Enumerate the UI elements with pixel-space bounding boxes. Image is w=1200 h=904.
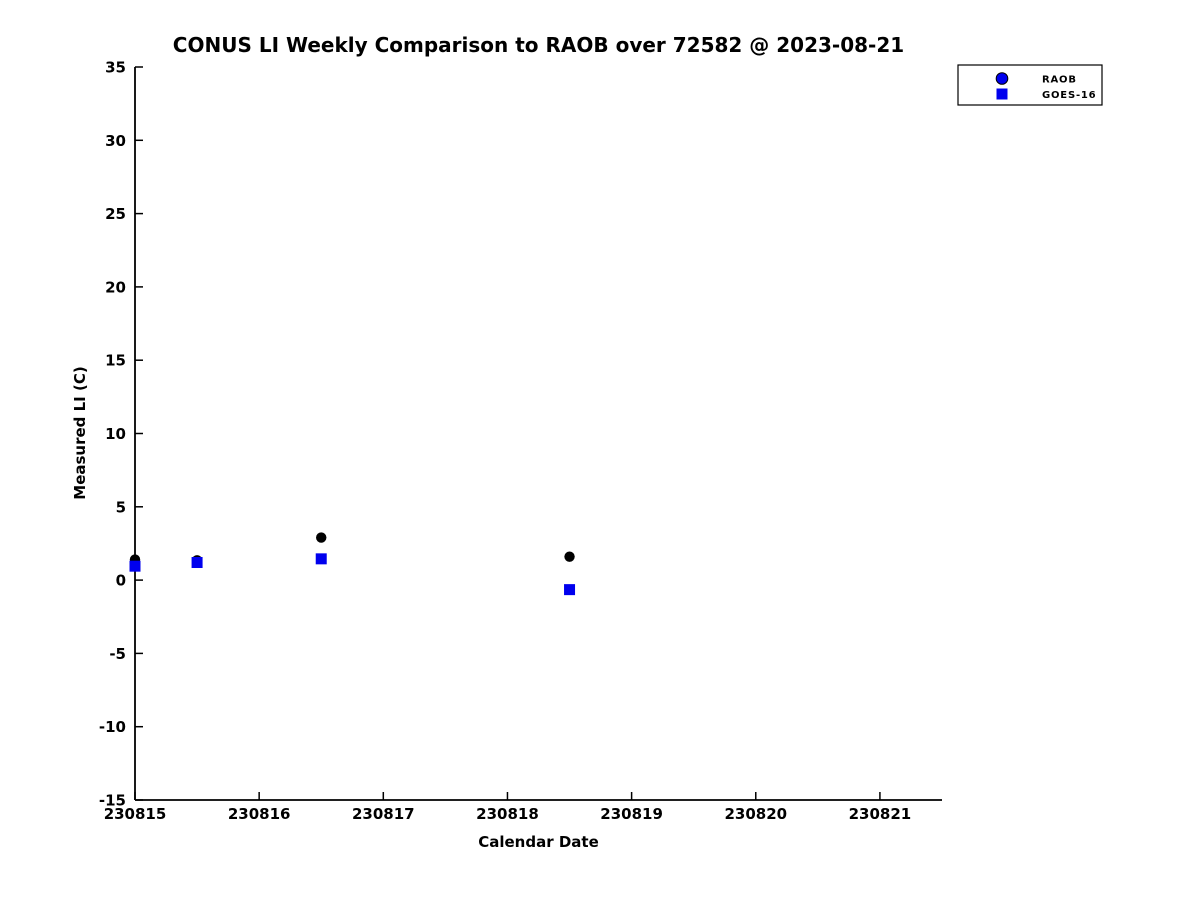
y-tick-label: 20 bbox=[105, 278, 126, 296]
goes-16-data-point bbox=[315, 553, 327, 565]
y-axis-label: Measured LI (C) bbox=[71, 366, 89, 499]
chart-title: CONUS LI Weekly Comparison to RAOB over … bbox=[173, 33, 904, 57]
y-tick-label: -15 bbox=[99, 792, 126, 810]
y-tick-label: 10 bbox=[105, 425, 126, 443]
x-tick-label: 230817 bbox=[352, 805, 415, 823]
x-axis-label: Calendar Date bbox=[478, 833, 599, 851]
goes-16-data-point bbox=[129, 560, 141, 572]
y-tick-label: 25 bbox=[105, 205, 126, 223]
y-tick-label: 35 bbox=[105, 59, 126, 77]
legend-raob-circle-icon bbox=[995, 72, 1009, 85]
legend-box bbox=[957, 64, 1103, 106]
x-tick-label: 230816 bbox=[228, 805, 291, 823]
legend-goes-square-icon bbox=[996, 88, 1008, 100]
x-tick-label: 230820 bbox=[724, 805, 787, 823]
y-tick-label: 15 bbox=[105, 352, 126, 370]
x-tick-label: 230818 bbox=[476, 805, 539, 823]
x-tick-label: 230819 bbox=[600, 805, 663, 823]
y-tick-label: 5 bbox=[116, 498, 126, 516]
x-tick-label: 230821 bbox=[849, 805, 912, 823]
y-tick-label: -10 bbox=[99, 718, 126, 736]
raob-data-point bbox=[316, 532, 327, 543]
y-tick-label: 30 bbox=[105, 132, 126, 150]
goes-16-data-point bbox=[564, 584, 576, 596]
raob-data-point bbox=[564, 551, 575, 562]
x-tick-label: 230815 bbox=[104, 805, 167, 823]
legend-label-raob: RAOB bbox=[1042, 75, 1077, 86]
goes-16-data-point bbox=[191, 557, 203, 569]
y-tick-label: 0 bbox=[116, 572, 126, 590]
y-tick-label: -5 bbox=[109, 645, 126, 663]
legend-label-goes16: GOES-16 bbox=[1042, 90, 1096, 101]
